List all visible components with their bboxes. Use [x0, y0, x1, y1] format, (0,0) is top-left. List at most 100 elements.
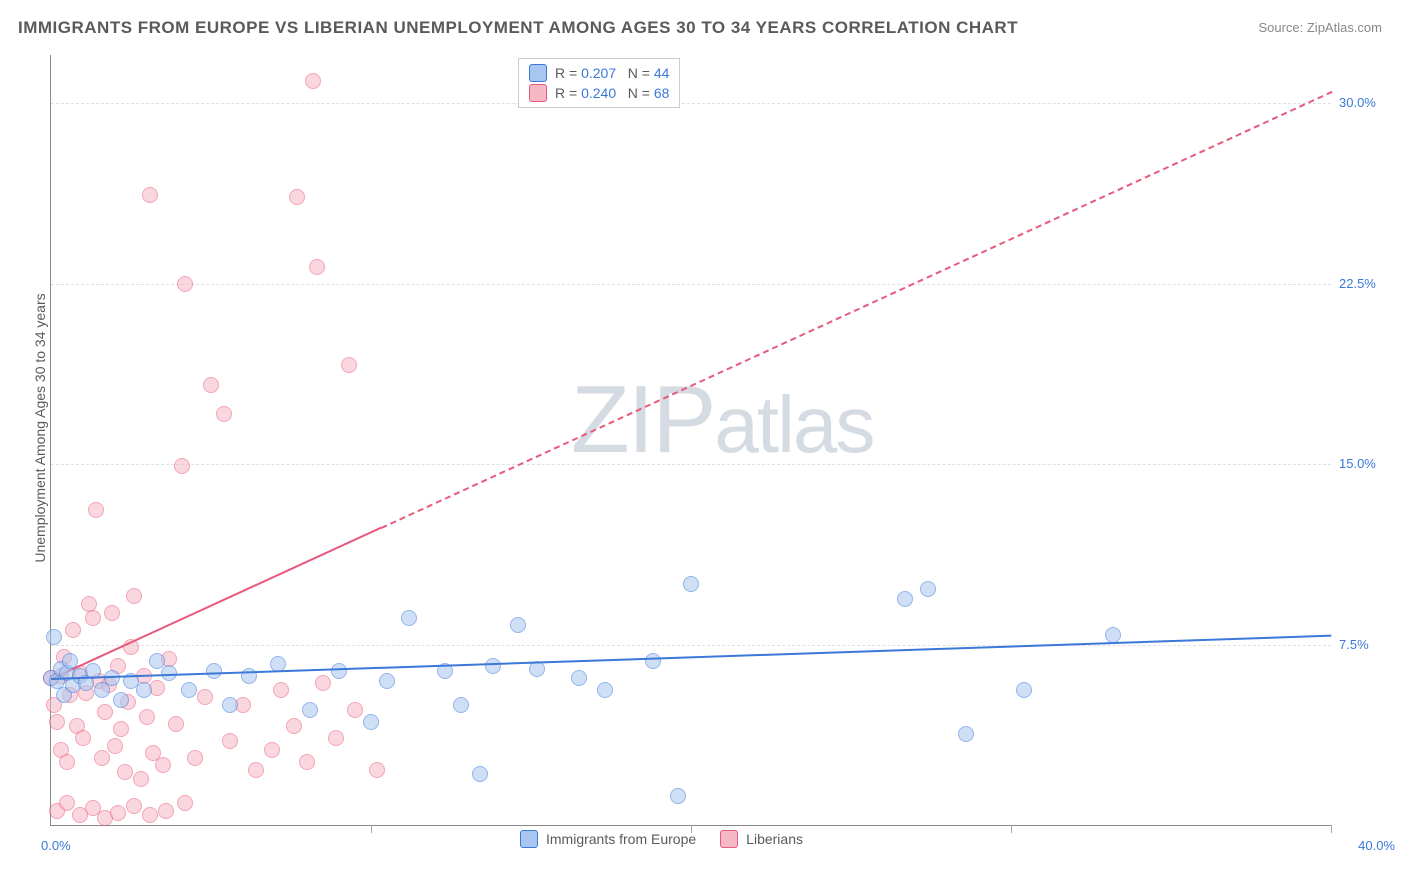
- data-point-liberians: [59, 795, 75, 811]
- data-point-europe: [453, 697, 469, 713]
- data-point-liberians: [107, 738, 123, 754]
- data-point-liberians: [65, 622, 81, 638]
- trend-line-europe: [51, 635, 1331, 680]
- gridline-h: [51, 464, 1331, 465]
- y-tick-label: 15.0%: [1339, 456, 1389, 471]
- data-point-liberians: [133, 771, 149, 787]
- data-point-liberians: [369, 762, 385, 778]
- data-point-europe: [206, 663, 222, 679]
- data-point-liberians: [117, 764, 133, 780]
- data-point-liberians: [299, 754, 315, 770]
- legend-swatch-liberians: [529, 84, 547, 102]
- data-point-liberians: [174, 458, 190, 474]
- data-point-liberians: [126, 798, 142, 814]
- source-prefix: Source:: [1258, 20, 1306, 35]
- data-point-europe: [181, 682, 197, 698]
- data-point-liberians: [88, 502, 104, 518]
- data-point-europe: [222, 697, 238, 713]
- trend-line-liberians: [51, 527, 381, 680]
- data-point-europe: [597, 682, 613, 698]
- data-point-europe: [302, 702, 318, 718]
- series-legend-item-europe: Immigrants from Europe: [520, 830, 696, 848]
- data-point-europe: [897, 591, 913, 607]
- data-point-liberians: [142, 187, 158, 203]
- data-point-liberians: [305, 73, 321, 89]
- x-tick-label-min: 0.0%: [41, 838, 71, 853]
- series-legend-label-liberians: Liberians: [746, 831, 803, 847]
- data-point-liberians: [155, 757, 171, 773]
- legend-stats-europe: R = 0.207 N = 44: [555, 65, 669, 81]
- series-legend-label-europe: Immigrants from Europe: [546, 831, 696, 847]
- data-point-liberians: [328, 730, 344, 746]
- data-point-europe: [331, 663, 347, 679]
- source-link[interactable]: ZipAtlas.com: [1307, 20, 1382, 35]
- data-point-europe: [571, 670, 587, 686]
- data-point-liberians: [168, 716, 184, 732]
- data-point-liberians: [216, 406, 232, 422]
- y-tick-label: 7.5%: [1339, 637, 1389, 652]
- correlation-legend-row-liberians: R = 0.240 N = 68: [529, 83, 669, 103]
- data-point-europe: [645, 653, 661, 669]
- data-point-liberians: [347, 702, 363, 718]
- data-point-europe: [958, 726, 974, 742]
- correlation-legend-row-europe: R = 0.207 N = 44: [529, 63, 669, 83]
- data-point-europe: [485, 658, 501, 674]
- data-point-liberians: [187, 750, 203, 766]
- data-point-liberians: [309, 259, 325, 275]
- data-point-liberians: [85, 610, 101, 626]
- x-tick: [1331, 825, 1332, 833]
- data-point-liberians: [81, 596, 97, 612]
- data-point-liberians: [142, 807, 158, 823]
- y-axis-label: Unemployment Among Ages 30 to 34 years: [32, 248, 48, 608]
- correlation-legend: R = 0.207 N = 44 R = 0.240 N = 68: [518, 58, 680, 108]
- data-point-liberians: [248, 762, 264, 778]
- y-tick-label: 30.0%: [1339, 95, 1389, 110]
- data-point-liberians: [126, 588, 142, 604]
- data-point-europe: [136, 682, 152, 698]
- gridline-h: [51, 645, 1331, 646]
- data-point-liberians: [177, 276, 193, 292]
- data-point-liberians: [264, 742, 280, 758]
- data-point-liberians: [94, 750, 110, 766]
- data-point-europe: [683, 576, 699, 592]
- data-point-europe: [670, 788, 686, 804]
- data-point-liberians: [203, 377, 219, 393]
- data-point-liberians: [315, 675, 331, 691]
- data-point-liberians: [289, 189, 305, 205]
- data-point-liberians: [59, 754, 75, 770]
- data-point-liberians: [341, 357, 357, 373]
- legend-swatch-liberians: [720, 830, 738, 848]
- data-point-liberians: [177, 795, 193, 811]
- source-attribution: Source: ZipAtlas.com: [1258, 20, 1382, 35]
- data-point-liberians: [113, 721, 129, 737]
- data-point-europe: [379, 673, 395, 689]
- y-tick-label: 22.5%: [1339, 276, 1389, 291]
- data-point-liberians: [110, 805, 126, 821]
- data-point-europe: [46, 629, 62, 645]
- data-point-liberians: [286, 718, 302, 734]
- data-point-liberians: [222, 733, 238, 749]
- data-point-europe: [472, 766, 488, 782]
- data-point-europe: [363, 714, 379, 730]
- data-point-europe: [1105, 627, 1121, 643]
- data-point-liberians: [104, 605, 120, 621]
- data-point-europe: [104, 670, 120, 686]
- data-point-europe: [920, 581, 936, 597]
- data-point-liberians: [75, 730, 91, 746]
- gridline-h: [51, 284, 1331, 285]
- x-tick: [1011, 825, 1012, 833]
- legend-swatch-europe: [520, 830, 538, 848]
- data-point-liberians: [197, 689, 213, 705]
- series-legend: Immigrants from Europe Liberians: [520, 830, 803, 848]
- data-point-europe: [401, 610, 417, 626]
- data-point-liberians: [139, 709, 155, 725]
- gridline-h: [51, 103, 1331, 104]
- x-tick: [371, 825, 372, 833]
- legend-swatch-europe: [529, 64, 547, 82]
- data-point-liberians: [97, 704, 113, 720]
- x-tick-label-max: 40.0%: [1358, 838, 1395, 853]
- data-point-europe: [510, 617, 526, 633]
- data-point-europe: [1016, 682, 1032, 698]
- data-point-liberians: [49, 714, 65, 730]
- chart-title: IMMIGRANTS FROM EUROPE VS LIBERIAN UNEMP…: [18, 18, 1018, 38]
